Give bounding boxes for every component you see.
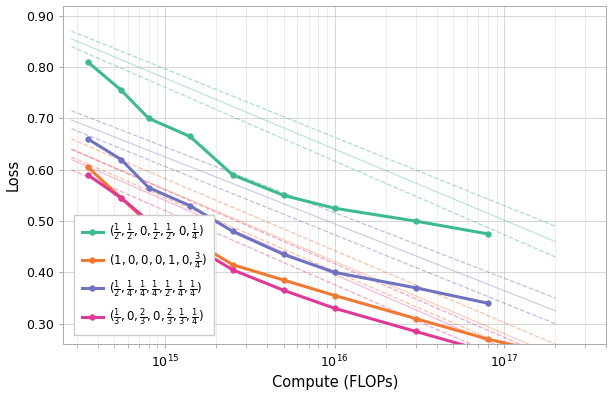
$(\frac{1}{2}, \frac{1}{2}, 0, \frac{1}{2}, \frac{1}{2}, 0, \frac{1}{4})$ xyxy=(186,134,193,139)
$(1, 0, 0, 0, 1, 0, \frac{3}{4})$ xyxy=(84,165,92,169)
Legend: $(\frac{1}{2}, \frac{1}{2}, 0, \frac{1}{2}, \frac{1}{2}, 0, \frac{1}{4})$, $(1, : $(\frac{1}{2}, \frac{1}{2}, 0, \frac{1}{… xyxy=(75,215,214,335)
X-axis label: Compute (FLOPs): Compute (FLOPs) xyxy=(272,375,398,390)
$(\frac{1}{2}, \frac{1}{4}, \frac{1}{4}, \frac{1}{4}, \frac{1}{2}, \frac{1}{4}, \frac{1}{4})$ xyxy=(84,137,92,141)
$(1, 0, 0, 0, 1, 0, \frac{3}{4})$ xyxy=(145,221,152,226)
$(1, 0, 0, 0, 1, 0, \frac{3}{4})$ xyxy=(118,196,125,200)
$(\frac{1}{2}, \frac{1}{4}, \frac{1}{4}, \frac{1}{4}, \frac{1}{2}, \frac{1}{4}, \frac{1}{4})$ xyxy=(280,252,288,257)
$(\frac{1}{3}, 0, \frac{2}{3}, 0, \frac{2}{3}, \frac{1}{3}, \frac{1}{4})$ xyxy=(331,306,338,311)
$(1, 0, 0, 0, 1, 0, \frac{3}{4})$ xyxy=(229,262,236,267)
$(\frac{1}{2}, \frac{1}{2}, 0, \frac{1}{2}, \frac{1}{2}, 0, \frac{1}{4})$ xyxy=(84,60,92,65)
Line: $(\frac{1}{3}, 0, \frac{2}{3}, 0, \frac{2}{3}, \frac{1}{3}, \frac{1}{4})$: $(\frac{1}{3}, 0, \frac{2}{3}, 0, \frac{… xyxy=(85,172,558,375)
$(\frac{1}{3}, 0, \frac{2}{3}, 0, \frac{2}{3}, \frac{1}{3}, \frac{1}{4})$ xyxy=(552,370,559,375)
$(\frac{1}{2}, \frac{1}{4}, \frac{1}{4}, \frac{1}{4}, \frac{1}{2}, \frac{1}{4}, \frac{1}{4})$ xyxy=(331,270,338,275)
$(\frac{1}{2}, \frac{1}{2}, 0, \frac{1}{2}, \frac{1}{2}, 0, \frac{1}{4})$ xyxy=(331,206,338,211)
$(\frac{1}{2}, \frac{1}{2}, 0, \frac{1}{2}, \frac{1}{2}, 0, \frac{1}{4})$ xyxy=(484,232,491,236)
$(\frac{1}{3}, 0, \frac{2}{3}, 0, \frac{2}{3}, \frac{1}{3}, \frac{1}{4})$ xyxy=(186,242,193,247)
$(1, 0, 0, 0, 1, 0, \frac{3}{4})$ xyxy=(186,237,193,242)
$(\frac{1}{3}, 0, \frac{2}{3}, 0, \frac{2}{3}, \frac{1}{3}, \frac{1}{4})$ xyxy=(280,288,288,293)
$(\frac{1}{2}, \frac{1}{2}, 0, \frac{1}{2}, \frac{1}{2}, 0, \frac{1}{4})$ xyxy=(280,193,288,198)
$(\frac{1}{3}, 0, \frac{2}{3}, 0, \frac{2}{3}, \frac{1}{3}, \frac{1}{4})$ xyxy=(145,219,152,223)
Line: $(\frac{1}{2}, \frac{1}{4}, \frac{1}{4}, \frac{1}{4}, \frac{1}{2}, \frac{1}{4}, \frac{1}{4})$: $(\frac{1}{2}, \frac{1}{4}, \frac{1}{4},… xyxy=(85,136,491,306)
Line: $(1, 0, 0, 0, 1, 0, \frac{3}{4})$: $(1, 0, 0, 0, 1, 0, \frac{3}{4})$ xyxy=(85,164,558,357)
$(\frac{1}{3}, 0, \frac{2}{3}, 0, \frac{2}{3}, \frac{1}{3}, \frac{1}{4})$ xyxy=(412,329,419,334)
$(\frac{1}{2}, \frac{1}{2}, 0, \frac{1}{2}, \frac{1}{2}, 0, \frac{1}{4})$ xyxy=(145,116,152,121)
$(\frac{1}{2}, \frac{1}{2}, 0, \frac{1}{2}, \frac{1}{2}, 0, \frac{1}{4})$ xyxy=(412,219,419,223)
$(1, 0, 0, 0, 1, 0, \frac{3}{4})$ xyxy=(331,293,338,298)
$(1, 0, 0, 0, 1, 0, \frac{3}{4})$ xyxy=(412,316,419,321)
$(\frac{1}{3}, 0, \frac{2}{3}, 0, \frac{2}{3}, \frac{1}{3}, \frac{1}{4})$ xyxy=(484,350,491,354)
$(1, 0, 0, 0, 1, 0, \frac{3}{4})$ xyxy=(552,352,559,357)
$(\frac{1}{2}, \frac{1}{4}, \frac{1}{4}, \frac{1}{4}, \frac{1}{2}, \frac{1}{4}, \frac{1}{4})$ xyxy=(412,286,419,290)
$(\frac{1}{2}, \frac{1}{4}, \frac{1}{4}, \frac{1}{4}, \frac{1}{2}, \frac{1}{4}, \frac{1}{4})$ xyxy=(118,157,125,162)
$(\frac{1}{2}, \frac{1}{2}, 0, \frac{1}{2}, \frac{1}{2}, 0, \frac{1}{4})$ xyxy=(118,88,125,93)
$(\frac{1}{2}, \frac{1}{4}, \frac{1}{4}, \frac{1}{4}, \frac{1}{2}, \frac{1}{4}, \frac{1}{4})$ xyxy=(484,301,491,306)
$(\frac{1}{2}, \frac{1}{4}, \frac{1}{4}, \frac{1}{4}, \frac{1}{2}, \frac{1}{4}, \frac{1}{4})$ xyxy=(229,229,236,234)
$(\frac{1}{3}, 0, \frac{2}{3}, 0, \frac{2}{3}, \frac{1}{3}, \frac{1}{4})$ xyxy=(229,267,236,272)
$(1, 0, 0, 0, 1, 0, \frac{3}{4})$ xyxy=(280,278,288,282)
$(1, 0, 0, 0, 1, 0, \frac{3}{4})$ xyxy=(484,337,491,341)
$(\frac{1}{2}, \frac{1}{2}, 0, \frac{1}{2}, \frac{1}{2}, 0, \frac{1}{4})$ xyxy=(229,173,236,177)
$(\frac{1}{2}, \frac{1}{4}, \frac{1}{4}, \frac{1}{4}, \frac{1}{2}, \frac{1}{4}, \frac{1}{4})$ xyxy=(145,185,152,190)
$(\frac{1}{3}, 0, \frac{2}{3}, 0, \frac{2}{3}, \frac{1}{3}, \frac{1}{4})$ xyxy=(118,196,125,200)
$(\frac{1}{3}, 0, \frac{2}{3}, 0, \frac{2}{3}, \frac{1}{3}, \frac{1}{4})$ xyxy=(84,173,92,177)
Y-axis label: Loss: Loss xyxy=(6,159,21,191)
$(\frac{1}{2}, \frac{1}{4}, \frac{1}{4}, \frac{1}{4}, \frac{1}{2}, \frac{1}{4}, \frac{1}{4})$ xyxy=(186,203,193,208)
Line: $(\frac{1}{2}, \frac{1}{2}, 0, \frac{1}{2}, \frac{1}{2}, 0, \frac{1}{4})$: $(\frac{1}{2}, \frac{1}{2}, 0, \frac{1}{… xyxy=(85,59,491,237)
